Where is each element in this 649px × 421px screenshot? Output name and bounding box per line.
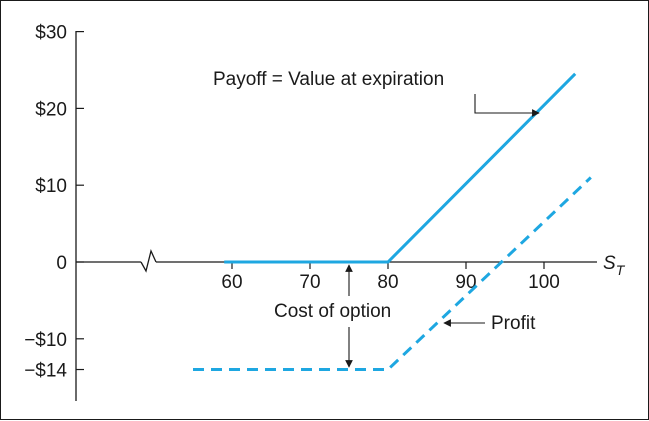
cost-of-option-annotation: Cost of option xyxy=(274,301,391,322)
y-tick-label-4: −$10 xyxy=(24,330,67,351)
y-tick-label-5: −$14 xyxy=(24,361,67,382)
x-tick-label-90: 90 xyxy=(455,272,476,293)
payoff-line xyxy=(224,72,577,264)
y-tick-label-0: $30 xyxy=(35,23,67,44)
x-axis-label: ST xyxy=(603,253,626,278)
x-tick-label-70: 70 xyxy=(299,272,320,293)
y-tick-label-3: 0 xyxy=(56,253,67,274)
payoff-annotation: Payoff = Value at expiration xyxy=(213,69,444,90)
x-tick-label-80: 80 xyxy=(377,272,398,293)
x-tick-label-60: 60 xyxy=(221,272,242,293)
axis-break-mark xyxy=(140,249,157,273)
payoff-annotation-arrow xyxy=(474,94,540,117)
ticks: 60 70 80 90 100 $30 $20 $10 0 −$10 −$14 xyxy=(24,23,560,382)
annotations: Payoff = Value at expiration Cost of opt… xyxy=(213,69,540,368)
y-tick-label-2: $10 xyxy=(35,176,67,197)
x-tick-label-100: 100 xyxy=(528,272,560,293)
y-tick-label-1: $20 xyxy=(35,99,67,120)
profit-annotation: Profit xyxy=(491,313,536,334)
profit-line xyxy=(193,176,592,371)
series xyxy=(193,72,592,371)
